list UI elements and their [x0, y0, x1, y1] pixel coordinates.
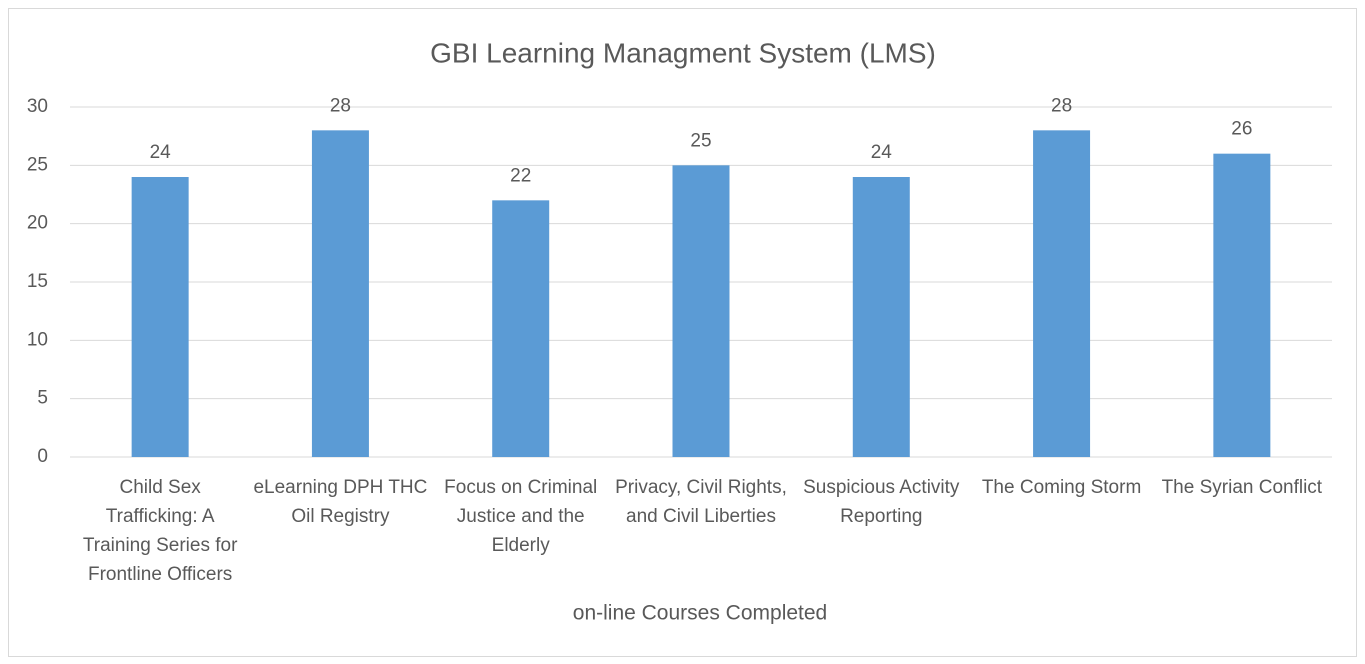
x-axis-title: on-line Courses Completed: [573, 602, 827, 625]
y-tick-label: 5: [37, 388, 48, 409]
x-tick-label: Privacy, Civil Rights, and Civil Liberti…: [615, 477, 787, 527]
data-label: 24: [871, 142, 893, 163]
x-tick-label: Child Sex Trafficking: A Training Series…: [82, 477, 238, 585]
bar: [311, 130, 369, 458]
chart-title: GBI Learning Managment System (LMS): [430, 37, 936, 68]
x-tick-label: Focus on Criminal Justice and the Elderl…: [444, 477, 598, 556]
y-tick-label: 20: [27, 213, 48, 234]
x-tick-label: eLearning DPH THC Oil Registry: [253, 477, 428, 527]
x-tick-label: Suspicious Activity Reporting: [803, 477, 960, 527]
bar: [852, 177, 910, 457]
y-tick-label: 30: [27, 96, 48, 117]
data-label: 24: [150, 142, 172, 163]
y-tick-label: 15: [27, 271, 48, 292]
bar: [1213, 153, 1271, 457]
data-label: 28: [1051, 95, 1072, 116]
data-label: 22: [510, 165, 531, 186]
data-label: 25: [690, 130, 711, 151]
y-tick-label: 0: [37, 446, 48, 467]
bar: [492, 200, 550, 458]
bar: [672, 165, 730, 458]
bar: [131, 177, 189, 457]
bar: [1033, 130, 1091, 458]
data-label: 26: [1231, 119, 1252, 140]
data-label: 28: [330, 95, 351, 116]
x-tick-label: The Coming Storm: [981, 477, 1142, 498]
y-tick-label: 10: [27, 329, 48, 350]
y-tick-label: 25: [27, 154, 48, 175]
x-tick-label: The Syrian Conflict: [1161, 477, 1323, 498]
